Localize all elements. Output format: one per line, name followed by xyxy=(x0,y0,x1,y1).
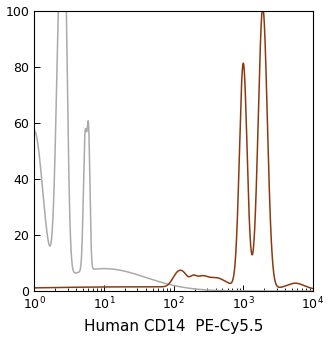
X-axis label: Human CD14  PE-Cy5.5: Human CD14 PE-Cy5.5 xyxy=(84,320,263,335)
